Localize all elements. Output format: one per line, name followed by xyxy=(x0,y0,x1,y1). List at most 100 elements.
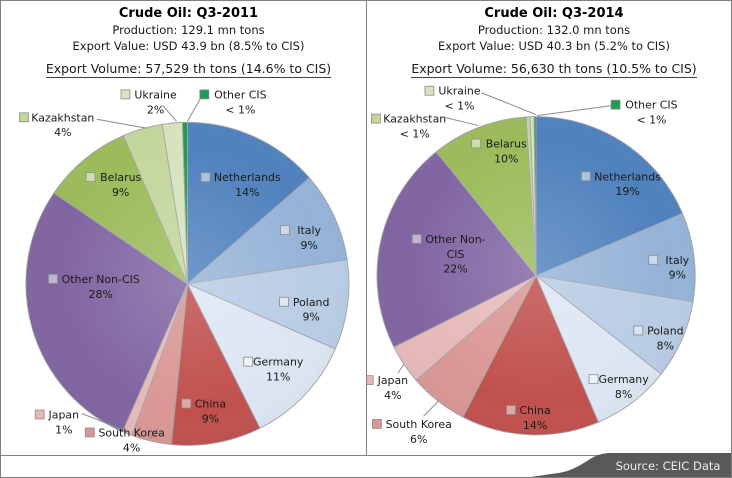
label-text-other-cis: < 1% xyxy=(225,103,255,116)
label-kazakhstan: Kazakhstan 4% xyxy=(19,111,94,139)
label-text-other-non-cis: Other Non-CIS xyxy=(62,273,140,286)
leader-south-korea xyxy=(423,400,439,417)
pie-chart-2014: Netherlands 19% Italy 9% Poland 8% Germany 8% Ch… xyxy=(367,85,696,446)
label-text-kazakhstan: 4% xyxy=(54,126,71,139)
legend-key-belarus xyxy=(471,138,482,149)
label-text-italy: 9% xyxy=(300,239,317,252)
label-text-germany: 8% xyxy=(615,388,632,401)
label-text-other-cis: Other CIS xyxy=(625,99,677,112)
chart-header-2014: Crude Oil: Q3-2014 Production: 132.0 mn … xyxy=(367,6,731,78)
label-text-belarus: Belarus xyxy=(100,171,141,184)
chart-title-2014: Crude Oil: Q3-2014 xyxy=(484,6,624,21)
label-text-other-non-cis: 28% xyxy=(89,288,113,301)
legend-key-other-non-cis xyxy=(411,234,422,244)
legend-key-germany xyxy=(243,356,254,367)
label-text-belarus: Belarus xyxy=(486,137,527,150)
label-japan: Japan 1% xyxy=(34,408,80,436)
label-text-poland: 8% xyxy=(657,339,674,352)
leader-japan xyxy=(397,363,405,374)
label-germany: Germany 8% xyxy=(588,373,649,401)
source-label: Source: CEIC Data xyxy=(616,459,721,473)
label-text-other-non-cis: CIS xyxy=(447,248,465,261)
legend-key-kazakhstan xyxy=(371,113,381,124)
label-poland: Poland 8% xyxy=(633,324,684,352)
label-text-japan: Japan xyxy=(48,408,80,421)
chart-title-2011: Crude Oil: Q3-2011 xyxy=(118,6,259,21)
legend-key-other-non-cis xyxy=(48,273,58,284)
label-text-japan: 1% xyxy=(55,423,72,436)
label-south-korea: South Korea 6% xyxy=(372,418,452,446)
leader-south-korea xyxy=(149,428,159,439)
leader-lines xyxy=(81,98,201,439)
label-other-non-cis: Other Non-CIS 28% xyxy=(48,273,140,301)
leader-kazakhstan xyxy=(96,118,147,129)
label-text-netherlands: Netherlands xyxy=(214,171,281,184)
label-text-ukraine: Ukraine xyxy=(134,88,177,101)
label-south-korea: South Korea 4% xyxy=(84,426,165,454)
label-text-ukraine: 2% xyxy=(147,103,164,116)
label-text-italy: 9% xyxy=(669,269,686,282)
legend-key-china xyxy=(181,398,192,409)
legend-key-poland xyxy=(279,296,289,307)
label-ukraine: Ukraine < 1% xyxy=(424,85,481,113)
production-line-2014: Production: 132.0 mn tons xyxy=(477,23,631,38)
label-text-japan: Japan xyxy=(377,374,408,387)
label-text-kazakhstan: < 1% xyxy=(400,127,430,140)
label-ukraine: Ukraine 2% xyxy=(120,88,177,116)
export-value-line-2011: Export Value: USD 43.9 bn (8.5% to CIS) xyxy=(72,38,305,53)
export-value-line-2014: Export Value: USD 40.3 bn (5.2% to CIS) xyxy=(438,38,670,53)
label-italy: Italy 9% xyxy=(280,224,322,252)
label-text-italy: Italy xyxy=(297,224,321,237)
label-text-poland: 9% xyxy=(302,311,319,324)
label-text-italy: Italy xyxy=(665,254,689,267)
label-text-germany: 11% xyxy=(266,371,290,384)
data-labels: Netherlands 19% Italy 9% Poland 8% Germany 8% Ch… xyxy=(367,85,690,446)
label-belarus: Belarus 9% xyxy=(85,171,142,199)
legend-key-japan xyxy=(34,409,45,420)
leader-kazakhstan xyxy=(445,117,479,127)
legend-key-ukraine xyxy=(424,85,435,96)
leader-lines xyxy=(397,92,612,417)
leader-other-cis xyxy=(187,98,201,122)
label-text-kazakhstan: Kazakhstan xyxy=(383,113,446,126)
data-labels: Netherlands 14% Italy 9% Poland 9% Germany 11% C… xyxy=(19,88,329,454)
label-text-belarus: 10% xyxy=(494,152,518,165)
label-italy: Italy 9% xyxy=(648,254,690,282)
legend-key-italy xyxy=(280,225,290,235)
legend-key-other-cis xyxy=(610,99,621,110)
label-text-china: 14% xyxy=(523,419,547,432)
label-other-cis: Other CIS < 1% xyxy=(610,99,678,127)
label-text-other-cis: Other CIS xyxy=(214,88,266,101)
chart-panel-2011: Crude Oil: Q3-2011 Production: 129.1 mn … xyxy=(1,1,366,455)
charts-row: Crude Oil: Q3-2011 Production: 129.1 mn … xyxy=(1,1,731,456)
label-other-non-cis: Other Non- CIS 22% xyxy=(411,233,486,276)
label-poland: Poland 9% xyxy=(279,296,329,324)
label-text-south-korea: 6% xyxy=(410,433,427,446)
leader-ukraine xyxy=(481,92,537,116)
label-text-japan: 4% xyxy=(384,389,401,402)
label-text-china: China xyxy=(195,398,226,411)
source-ribbon: Source: CEIC Data xyxy=(531,453,731,477)
export-volume-line-2014: Export Volume: 56,630 th tons (10.5% to … xyxy=(411,61,697,78)
label-text-ukraine: Ukraine xyxy=(438,85,480,98)
legend-key-italy xyxy=(648,254,659,265)
pie-slices xyxy=(376,116,696,436)
legend-key-china xyxy=(506,405,516,415)
legend-key-poland xyxy=(633,325,644,336)
label-text-other-non-cis: Other Non- xyxy=(425,233,485,246)
legend-key-netherlands xyxy=(200,172,211,183)
production-line-2011: Production: 129.1 mn tons xyxy=(112,23,265,38)
label-text-south-korea: 4% xyxy=(123,441,140,454)
chart-panel-2014: Crude Oil: Q3-2014 Production: 132.0 mn … xyxy=(366,1,731,455)
label-japan: Japan 4% xyxy=(367,374,408,402)
leader-other-cis xyxy=(536,105,612,117)
legend-key-south-korea xyxy=(84,427,95,438)
legend-key-japan xyxy=(367,375,374,386)
label-text-south-korea: South Korea xyxy=(386,418,452,431)
leader-japan xyxy=(81,413,125,431)
label-text-china: China xyxy=(519,404,550,417)
label-text-netherlands: 14% xyxy=(235,186,259,199)
label-netherlands: Netherlands 19% xyxy=(581,170,661,198)
